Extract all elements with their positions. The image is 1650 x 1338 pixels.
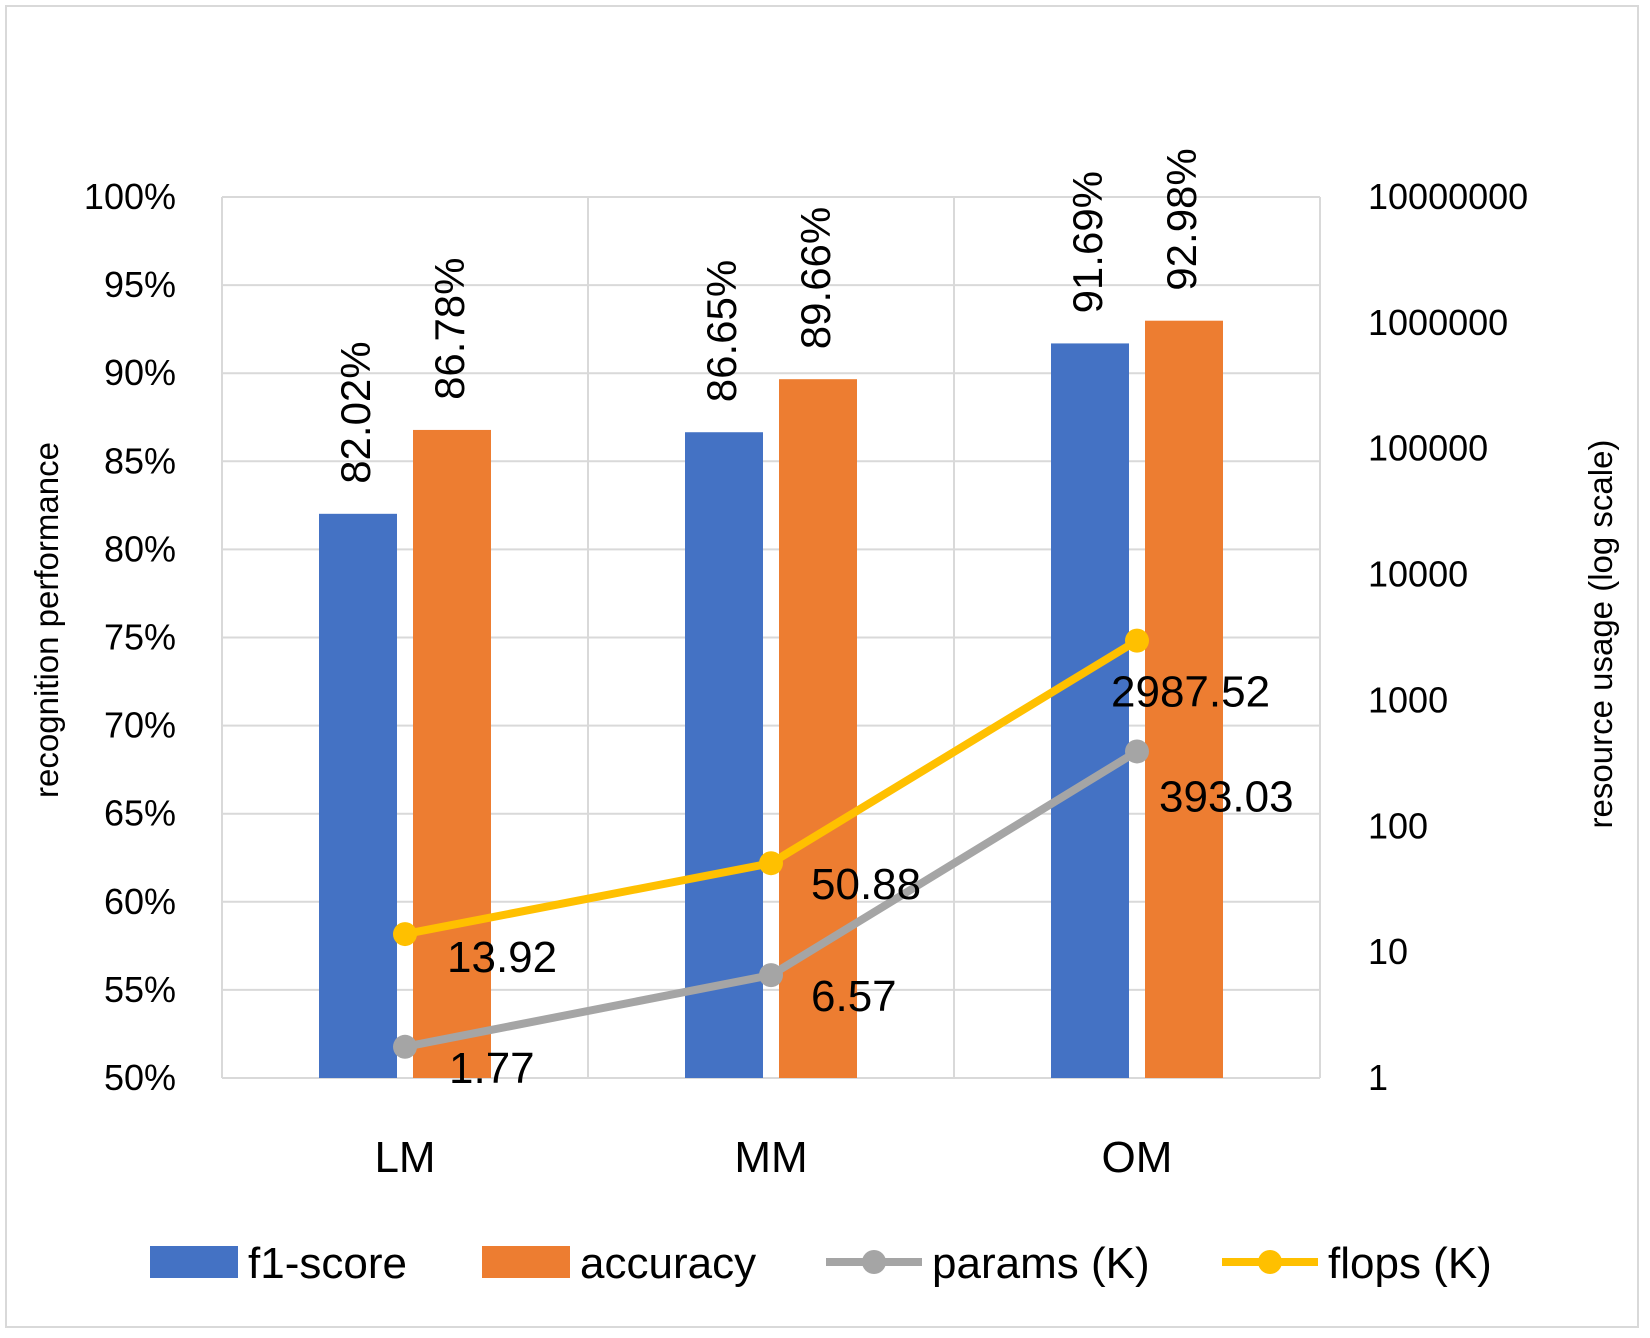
bar-lm-0 — [319, 513, 397, 1078]
bar-data-label: 89.66% — [792, 207, 839, 349]
legend-swatch — [482, 1246, 570, 1278]
y-right-axis-title: resource usage (log scale) — [1582, 440, 1619, 829]
line-data-label: 1.77 — [449, 1044, 535, 1093]
line-point — [759, 851, 783, 876]
bar-data-label: 91.69% — [1064, 171, 1111, 313]
x-category-label: MM — [734, 1133, 807, 1182]
line-point — [1125, 628, 1149, 653]
bar-data-label: 86.78% — [426, 257, 473, 399]
bars — [319, 320, 1223, 1079]
bar-om-0 — [1051, 343, 1129, 1078]
y-right-tick-label: 10 — [1368, 931, 1408, 972]
y-left-tick-label: 65% — [104, 793, 176, 834]
line-point — [393, 922, 417, 947]
line-point — [393, 1034, 417, 1059]
y-left-tick-label: 55% — [104, 969, 176, 1010]
y-right-tick-label: 10000 — [1368, 554, 1468, 595]
lines — [393, 628, 1149, 1059]
x-category-label: LM — [374, 1133, 435, 1182]
legend: f1-score accuracy params (K) flops (K) — [150, 1239, 1492, 1288]
line-point — [759, 963, 783, 988]
y-right-tick-label: 100000 — [1368, 428, 1488, 469]
line-data-label: 50.88 — [811, 860, 921, 909]
legend-item: params (K) — [826, 1239, 1150, 1288]
line-data-label: 13.92 — [447, 933, 557, 982]
legend-item: flops (K) — [1222, 1239, 1492, 1288]
x-category-label: OM — [1102, 1133, 1173, 1182]
y-left-tick-label: 85% — [104, 440, 176, 481]
y-left-tick-label: 95% — [104, 264, 176, 305]
y-right-tick-label: 1000 — [1368, 679, 1448, 720]
y-left-tick-label: 75% — [104, 617, 176, 658]
legend-marker — [1258, 1250, 1282, 1274]
y-right-tick-label: 100 — [1368, 805, 1428, 846]
y-left-axis-title: recognition performance — [28, 442, 65, 798]
legend-label: accuracy — [580, 1239, 756, 1288]
line-point — [1125, 739, 1149, 764]
legend-marker — [862, 1250, 886, 1274]
y-right-tick-label: 1000000 — [1368, 302, 1508, 343]
y-left-tick-label: 80% — [104, 528, 176, 569]
y-left-tick-label: 100% — [84, 176, 176, 217]
legend-label: params (K) — [932, 1239, 1150, 1288]
axes: recognition performance resource usage (… — [28, 176, 1619, 1182]
legend-item: accuracy — [482, 1239, 756, 1288]
line-data-label: 6.57 — [811, 972, 897, 1021]
bar-data-label: 86.65% — [698, 260, 745, 402]
line-data-label: 393.03 — [1159, 772, 1294, 821]
y-right-tick-label: 1 — [1368, 1057, 1388, 1098]
bar-lm-1 — [413, 429, 491, 1078]
legend-swatch — [150, 1246, 238, 1278]
legend-item: f1-score — [150, 1239, 407, 1288]
y-right-tick-label: 10000000 — [1368, 176, 1528, 217]
bar-om-1 — [1145, 320, 1223, 1079]
bar-mm-0 — [685, 432, 763, 1078]
legend-label: flops (K) — [1328, 1239, 1492, 1288]
y-left-tick-label: 50% — [104, 1057, 176, 1098]
bar-data-label: 92.98% — [1158, 148, 1205, 290]
y-left-tick-label: 70% — [104, 705, 176, 746]
y-left-tick-label: 90% — [104, 352, 176, 393]
line-data-label: 2987.52 — [1111, 668, 1270, 717]
data-labels: 82.02% 86.65% 91.69% 86.78% 89.66% 92.98% 1.77… — [332, 148, 1294, 1093]
bar-data-label: 82.02% — [332, 341, 379, 483]
y-left-tick-label: 60% — [104, 881, 176, 922]
legend-label: f1-score — [248, 1239, 407, 1288]
